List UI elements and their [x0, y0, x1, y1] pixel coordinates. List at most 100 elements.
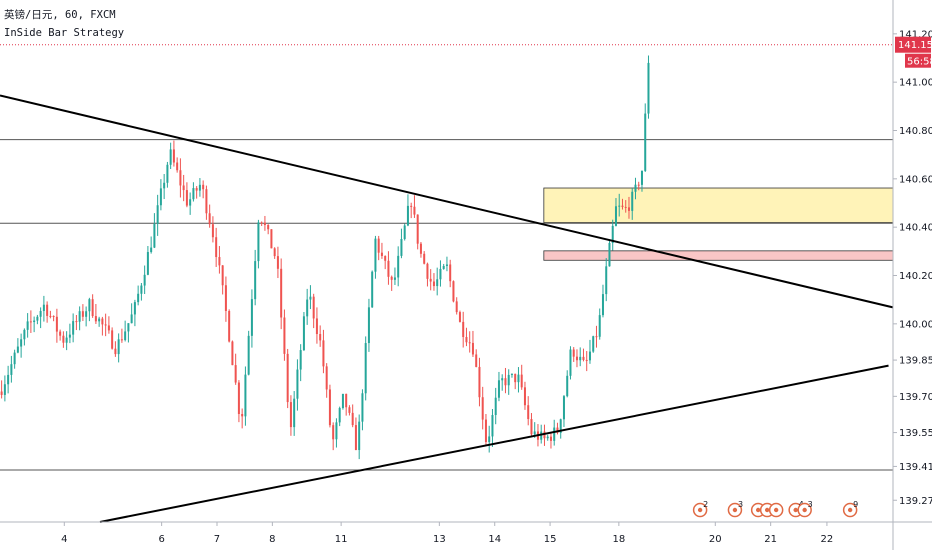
candle-body: [205, 189, 208, 214]
candle-body: [387, 260, 390, 277]
candle-body: [39, 310, 42, 317]
candle-body: [520, 374, 523, 388]
candle-body: [374, 238, 377, 272]
candle-body: [91, 299, 94, 317]
candle-body: [117, 339, 120, 355]
candle-body: [458, 312, 461, 322]
candle-body: [566, 375, 569, 397]
candle-body: [504, 378, 507, 386]
x-tick-label: 13: [433, 534, 446, 545]
candle-body: [42, 304, 45, 311]
candle-body: [475, 354, 478, 367]
y-tick-label: 141.200: [899, 29, 932, 40]
candle-body: [410, 205, 413, 207]
candle-body: [380, 252, 383, 256]
candle-body: [390, 276, 393, 280]
candle-body: [553, 427, 556, 441]
candle-body: [143, 274, 146, 286]
y-tick-label: 140.600: [899, 174, 932, 185]
x-tick-label: 15: [544, 534, 557, 545]
candle-body: [468, 342, 471, 344]
candle-body: [172, 149, 175, 163]
candle-body: [325, 366, 328, 390]
candle-body: [364, 343, 367, 394]
candle-body: [254, 261, 257, 300]
candle-body: [335, 422, 338, 440]
trendline: [0, 94, 894, 309]
candle-body: [234, 365, 237, 383]
candle-body: [377, 238, 380, 253]
candle-body: [23, 329, 26, 340]
candle-body: [549, 436, 552, 441]
candle-body: [507, 374, 510, 386]
candle-body: [218, 257, 221, 266]
study-legend[interactable]: InSide Bar Strategy: [4, 27, 125, 39]
candle-body: [104, 324, 107, 326]
candle-body: [384, 255, 387, 261]
candle-body: [423, 253, 426, 264]
candle-body: [3, 384, 6, 395]
candle-body: [442, 265, 445, 269]
candle-body: [462, 321, 465, 338]
candle-body: [397, 255, 400, 278]
candle-body: [179, 170, 182, 186]
candle-body: [49, 315, 52, 317]
last-price-badge: [895, 36, 931, 53]
candle-body: [289, 402, 292, 428]
candle-body: [647, 62, 650, 114]
candle-body: [621, 205, 624, 207]
yellow-zone-rectangle: [543, 187, 894, 223]
candle-body: [608, 242, 611, 267]
candle-body: [293, 398, 296, 428]
candle-body: [211, 224, 214, 238]
candle-body: [393, 277, 396, 280]
event-badge-dot: [732, 507, 738, 513]
symbol-name: 英镑/日元: [4, 9, 53, 21]
x-tick-label: 11: [335, 534, 348, 545]
candle-body: [107, 325, 110, 331]
candle-body: [319, 334, 322, 341]
candle-body: [52, 316, 55, 318]
candle-body: [452, 281, 455, 302]
candle-body: [156, 205, 159, 224]
candle-body: [543, 431, 546, 439]
candle-body: [354, 425, 357, 451]
candle-body: [465, 337, 468, 343]
candle-body: [455, 301, 458, 313]
candle-body: [533, 431, 536, 435]
candle-body: [478, 366, 481, 398]
candle-body: [530, 419, 533, 435]
candle-body: [195, 188, 198, 191]
candle-body: [260, 222, 263, 224]
candle-body: [20, 339, 23, 347]
event-badge-dot: [802, 507, 807, 513]
candle-body: [247, 335, 250, 375]
candle-body: [140, 285, 143, 294]
y-tick-label: 139.850: [899, 356, 932, 367]
candle-body: [302, 316, 305, 351]
candle-body: [562, 396, 565, 420]
candle-body: [72, 321, 75, 335]
candle-body: [7, 374, 10, 385]
event-badge-dot: [755, 507, 761, 513]
candle-body: [46, 304, 49, 316]
event-badge-dot: [847, 507, 853, 513]
candle-body: [637, 184, 640, 186]
candle-body: [26, 321, 29, 330]
x-tick-label: 6: [158, 534, 164, 545]
y-tick-label: 139.550: [899, 428, 932, 439]
event-badge-count: 2: [703, 500, 708, 509]
candle-body: [501, 378, 504, 381]
candle-body: [59, 331, 62, 336]
symbol-legend[interactable]: 英镑/日元, 60, FXCM: [4, 7, 116, 22]
candle-body: [124, 331, 127, 341]
event-badge-dot: [793, 507, 798, 513]
candle-body: [471, 342, 474, 355]
candle-body: [276, 256, 279, 269]
candle-body: [16, 346, 19, 353]
plot-area[interactable]: [0, 44, 894, 523]
candle-body: [36, 316, 39, 321]
trendline: [99, 364, 889, 523]
y-tick-label: 140.400: [899, 223, 932, 234]
